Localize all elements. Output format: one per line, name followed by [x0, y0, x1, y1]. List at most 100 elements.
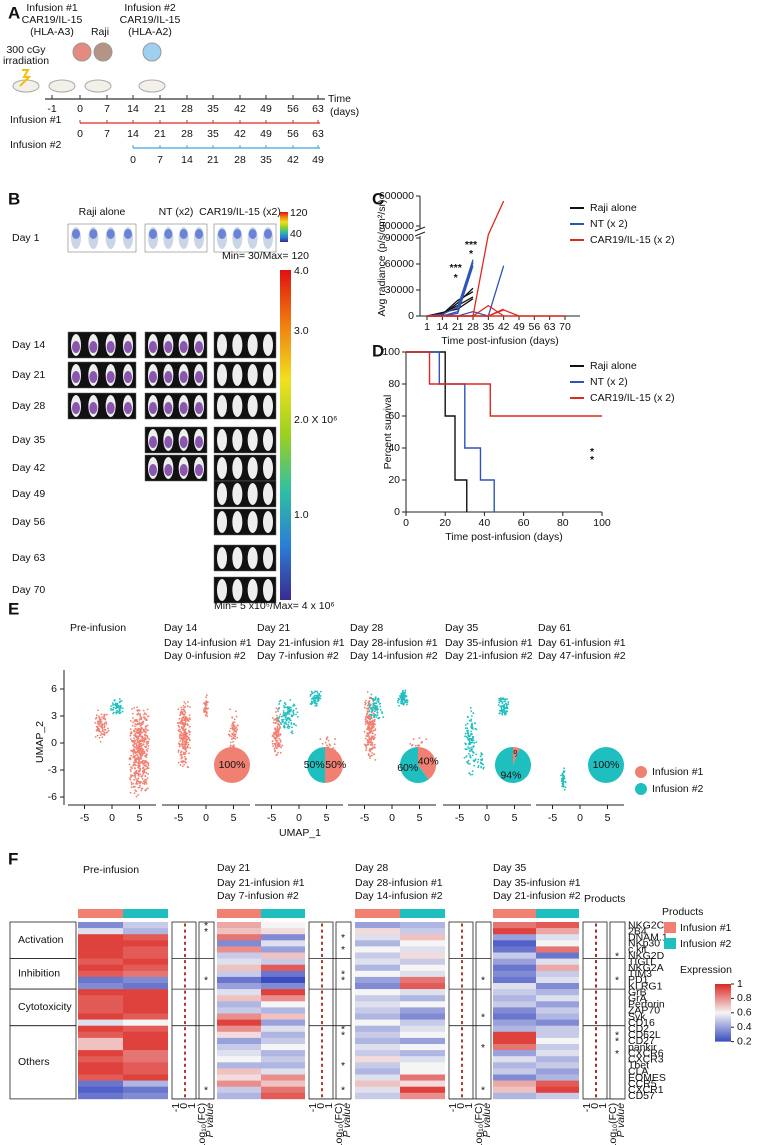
umap-point: [418, 737, 421, 740]
cell: [142, 42, 162, 62]
umap-point: [364, 723, 367, 726]
heatmap-cell: [217, 1037, 261, 1045]
heatmap-cell: [217, 1092, 261, 1100]
heatmap-cell: [78, 1074, 123, 1081]
fc-mark: [595, 935, 597, 939]
umap-point: [139, 735, 142, 738]
umap-point: [236, 728, 239, 731]
umap-point: [325, 744, 328, 747]
signal: [106, 341, 115, 353]
umap-point: [98, 715, 100, 718]
umap-point: [409, 742, 412, 745]
significance: ***: [465, 239, 478, 251]
umap-subtitle: Day 28-infusion #1: [350, 637, 438, 649]
p-box: [609, 921, 626, 1100]
umap-point: [233, 727, 236, 730]
heatmap-cell: [78, 970, 123, 978]
umap-point: [291, 732, 294, 735]
umap-point: [287, 708, 289, 711]
umap-point: [179, 728, 181, 731]
umap-point: [182, 722, 185, 724]
scale-tick: 3.0: [294, 325, 309, 337]
fc-mark: [461, 1076, 463, 1079]
umap-point: [282, 709, 285, 712]
fc-tick: 1: [323, 1103, 335, 1109]
umap-point: [286, 712, 289, 715]
heatmap-cell: [123, 983, 168, 990]
umap-point: [141, 750, 144, 753]
signal: [89, 371, 98, 383]
umap-point: [94, 736, 97, 738]
scale-tick: 4.0: [294, 265, 309, 277]
umap-point: [111, 709, 114, 711]
signal: [195, 436, 203, 448]
significance: *: [615, 950, 619, 962]
heatmap-cell: [400, 983, 445, 990]
fc-mark: [461, 1051, 463, 1055]
umap-point: [143, 769, 145, 772]
pie-label: 40%: [418, 755, 439, 767]
umap-point: [370, 722, 372, 725]
umap-point: [475, 741, 478, 744]
umap-point: [295, 707, 298, 710]
timeline-tick: 28: [181, 103, 193, 115]
umap-point: [290, 706, 292, 709]
cell: [93, 42, 113, 62]
heatmap-cell: [261, 1074, 305, 1081]
umap-point: [231, 724, 233, 727]
umap-point: [187, 766, 190, 769]
products-header: Products: [584, 893, 625, 905]
x-tick-label: -5: [80, 812, 89, 824]
heatmap-cell: [123, 1025, 168, 1033]
pie-label: 94%: [500, 769, 521, 781]
signal: [233, 229, 242, 239]
umap-point: [227, 733, 230, 736]
mouse: [263, 334, 273, 356]
signal: [164, 341, 173, 353]
heatmap-cell: [123, 946, 168, 953]
timeline-tick: 21: [154, 103, 166, 115]
umap-point: [186, 705, 189, 708]
umap-point: [145, 713, 148, 716]
row-label: CLA: [628, 1066, 648, 1078]
umap-point: [563, 770, 566, 773]
heatmap-cell: [261, 1068, 305, 1075]
umap-point: [143, 763, 145, 766]
umap-point: [563, 767, 566, 770]
heatmap-subtitle: Day 21-infusion #1: [217, 877, 305, 889]
day-label: Day 42: [12, 462, 45, 474]
umap-point: [182, 729, 184, 731]
umap-point: [498, 697, 501, 700]
fc-mark: [184, 923, 186, 927]
row-label: Tbet: [628, 1060, 649, 1072]
umap-point: [98, 730, 101, 733]
fc-tick: 0: [589, 1103, 601, 1109]
heatmap-cell: [536, 958, 579, 965]
heatmap-cell: [78, 1056, 123, 1063]
x-tick-label: 5: [231, 812, 237, 824]
x-tick-label: 80: [557, 517, 569, 529]
fc-mark: [595, 1027, 597, 1031]
umap-point: [136, 745, 139, 748]
umap-point: [179, 734, 182, 737]
umap-point: [277, 735, 280, 738]
heatmap-cell: [355, 1031, 400, 1039]
umap-point: [135, 723, 138, 726]
heatmap-cell: [217, 922, 261, 929]
umap-point: [273, 743, 276, 745]
heatmap-cell: [261, 934, 305, 941]
umap-point: [135, 735, 138, 738]
umap-point: [467, 738, 470, 741]
x-tick-label: 21: [452, 321, 464, 333]
fc-mark: [461, 966, 463, 970]
umap-point: [99, 720, 102, 723]
heatmap-title: Day 28: [355, 862, 388, 874]
umap-point: [317, 694, 320, 697]
signal: [164, 436, 173, 448]
umap-point: [285, 723, 288, 725]
umap-point: [141, 731, 143, 734]
umap-subtitle: Day 47-infusion #2: [538, 650, 626, 662]
umap-point: [284, 715, 287, 718]
row2-tick: 14: [181, 154, 193, 166]
fc-mark: [461, 960, 463, 964]
